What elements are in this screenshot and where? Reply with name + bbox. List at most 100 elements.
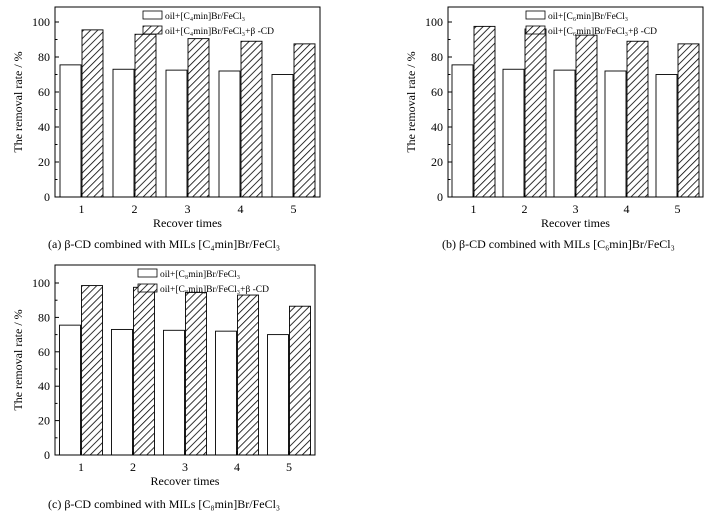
plot-frame bbox=[447, 6, 704, 198]
x-tick-label: 3 bbox=[182, 460, 188, 474]
legend-label-series-1: oil+[C₆min]Br/FeCl₃ bbox=[548, 12, 628, 22]
x-axis-title: Recover times bbox=[541, 216, 610, 230]
x-tick-group: 1 2 3 4 5 bbox=[471, 193, 681, 216]
bar-mil-betacd-1 bbox=[81, 29, 104, 198]
x-tick-label: 3 bbox=[185, 202, 191, 216]
bar-mil-5 bbox=[655, 74, 678, 198]
y-tick-group: 0 20 40 60 80 100 bbox=[32, 276, 59, 462]
y-axis-title: The removal rate / % bbox=[11, 309, 25, 410]
x-tick-label: 3 bbox=[573, 202, 579, 216]
x-tick-label: 2 bbox=[130, 460, 136, 474]
bar-mil-2 bbox=[502, 68, 525, 198]
bar-mil-betacd-4 bbox=[237, 294, 259, 456]
x-axis-title: Recover times bbox=[153, 216, 222, 230]
bar-mil-4 bbox=[218, 70, 241, 198]
y-tick-label: 80 bbox=[431, 50, 443, 64]
x-tick-group: 1 2 3 4 5 bbox=[78, 451, 292, 474]
panel-caption: (a) β-CD combined with MILs [C₄min]Br/Fe… bbox=[48, 237, 280, 251]
y-tick-label: 0 bbox=[44, 448, 50, 462]
bar-mil-2 bbox=[112, 68, 135, 198]
y-tick-label: 20 bbox=[431, 155, 443, 169]
legend-label-series-2: oil+[C₆min]Br/FeCl₃+β -CD bbox=[548, 27, 657, 37]
y-tick-label: 40 bbox=[431, 120, 443, 134]
y-axis-title: The removal rate / % bbox=[11, 51, 25, 152]
bar-mil-betacd-1 bbox=[473, 25, 496, 198]
legend-label-series-1: oil+[C₈min]Br/FeCl₃ bbox=[160, 270, 240, 280]
y-tick-label: 40 bbox=[38, 379, 50, 393]
y-tick-label: 100 bbox=[425, 15, 443, 29]
x-axis-title: Recover times bbox=[151, 474, 220, 488]
panel-caption: (b) β-CD combined with MILs [C₆min]Br/Fe… bbox=[442, 237, 675, 251]
bar-mil-betacd-2 bbox=[133, 286, 155, 456]
y-tick-label: 100 bbox=[32, 15, 50, 29]
bar-mil-betacd-1 bbox=[81, 285, 103, 456]
y-tick-label: 100 bbox=[32, 276, 50, 290]
bar-mil-betacd-3 bbox=[187, 38, 210, 198]
bar-mil-5 bbox=[267, 334, 289, 456]
bar-mil-betacd-3 bbox=[185, 292, 207, 456]
bar-mil-1 bbox=[59, 324, 81, 456]
x-tick-label: 4 bbox=[624, 202, 630, 216]
bar-mil-2 bbox=[111, 328, 133, 456]
legend-swatch-series-1 bbox=[137, 268, 158, 278]
bar-mil-5 bbox=[271, 74, 294, 198]
bar-mil-betacd-5 bbox=[677, 43, 700, 198]
bars-group bbox=[59, 29, 316, 198]
y-tick-label: 20 bbox=[38, 414, 50, 428]
bar-mil-4 bbox=[215, 330, 237, 456]
legend-label-series-2: oil+[C₈min]Br/FeCl₃+β -CD bbox=[160, 285, 269, 295]
x-tick-label: 5 bbox=[286, 460, 292, 474]
y-axis-title: The removal rate / % bbox=[404, 51, 418, 152]
bar-mil-betacd-5 bbox=[293, 43, 316, 198]
bar-mil-betacd-3 bbox=[575, 34, 598, 198]
plot-frame bbox=[54, 264, 316, 456]
bar-mil-4 bbox=[604, 70, 627, 198]
bar-mil-betacd-4 bbox=[240, 40, 263, 198]
x-tick-label: 5 bbox=[675, 202, 681, 216]
x-tick-label: 4 bbox=[238, 202, 244, 216]
y-tick-label: 0 bbox=[44, 190, 50, 204]
y-tick-label: 0 bbox=[437, 190, 443, 204]
y-tick-label: 60 bbox=[38, 345, 50, 359]
y-tick-label: 60 bbox=[38, 85, 50, 99]
y-tick-group: 0 20 40 60 80 100 bbox=[32, 15, 59, 204]
x-tick-label: 1 bbox=[471, 202, 477, 216]
bar-mil-betacd-2 bbox=[524, 28, 547, 198]
bar-mil-3 bbox=[163, 329, 185, 456]
x-tick-label: 2 bbox=[132, 202, 138, 216]
legend-swatch-series-1 bbox=[525, 10, 546, 20]
legend-swatch-series-2 bbox=[525, 25, 546, 35]
bars-group bbox=[451, 25, 700, 198]
legend-label-series-1: oil+[C₄min]Br/FeCl₃ bbox=[165, 12, 245, 22]
bar-mil-1 bbox=[59, 64, 82, 198]
legend-swatch-series-2 bbox=[137, 283, 158, 293]
bar-mil-1 bbox=[451, 64, 474, 198]
x-tick-label: 5 bbox=[291, 202, 297, 216]
bar-mil-betacd-5 bbox=[289, 305, 311, 456]
x-tick-group: 1 2 3 4 5 bbox=[79, 193, 297, 216]
legend-label-series-2: oil+[C₄min]Br/FeCl₃+β -CD bbox=[165, 27, 274, 37]
legend: oil+[C₈min]Br/FeCl₃ oil+[C₈min]Br/FeCl₃+… bbox=[137, 268, 269, 295]
y-tick-label: 60 bbox=[431, 85, 443, 99]
legend: oil+[C₆min]Br/FeCl₃ oil+[C₆min]Br/FeCl₃+… bbox=[525, 10, 657, 37]
y-tick-label: 80 bbox=[38, 310, 50, 324]
x-tick-label: 4 bbox=[234, 460, 240, 474]
bar-mil-3 bbox=[165, 69, 188, 198]
y-tick-label: 20 bbox=[38, 155, 50, 169]
bar-mil-betacd-2 bbox=[134, 33, 157, 198]
bars-group bbox=[59, 285, 311, 456]
y-tick-label: 40 bbox=[38, 120, 50, 134]
plot-frame bbox=[54, 6, 321, 198]
x-tick-label: 2 bbox=[522, 202, 528, 216]
legend-swatch-series-2 bbox=[142, 25, 163, 35]
panel-caption: (c) β-CD combined with MILs [C₈min]Br/Fe… bbox=[48, 497, 280, 511]
bar-mil-3 bbox=[553, 69, 576, 198]
x-tick-label: 1 bbox=[78, 460, 84, 474]
legend: oil+[C₄min]Br/FeCl₃ oil+[C₄min]Br/FeCl₃+… bbox=[142, 10, 274, 37]
y-tick-label: 80 bbox=[38, 50, 50, 64]
x-tick-label: 1 bbox=[79, 202, 85, 216]
